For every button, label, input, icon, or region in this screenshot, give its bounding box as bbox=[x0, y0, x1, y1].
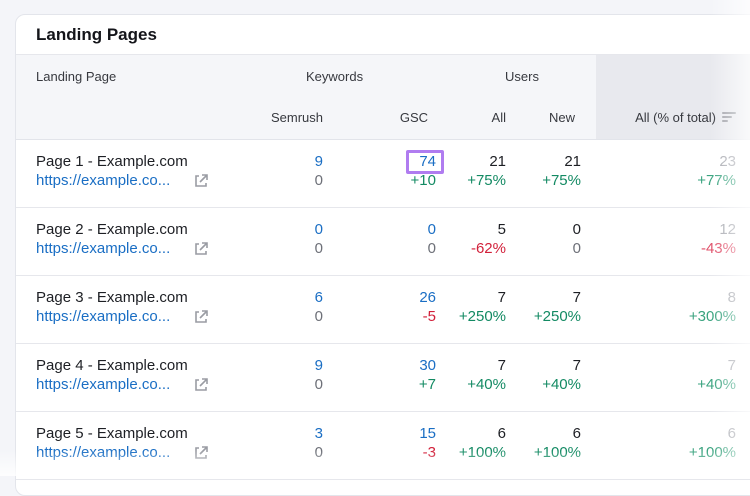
gsc-value[interactable]: 30 bbox=[419, 357, 436, 374]
users-new-delta: +100% bbox=[533, 444, 581, 461]
page-name: Page 1 - Example.com bbox=[36, 153, 188, 170]
table-row[interactable]: Page 1 - Example.com https://example.co.… bbox=[16, 139, 750, 208]
table-row[interactable]: Page 5 - Example.com https://example.co.… bbox=[16, 411, 750, 480]
users-all-value: 7 bbox=[497, 289, 506, 306]
users-new-delta: 0 bbox=[572, 240, 581, 257]
gsc-value[interactable]: 0 bbox=[427, 221, 436, 238]
header-users-new[interactable]: New bbox=[548, 110, 575, 125]
gsc-value[interactable]: 74 bbox=[419, 153, 436, 170]
page-url-link[interactable]: https://example.co... bbox=[36, 240, 171, 257]
header-semrush[interactable]: Semrush bbox=[270, 110, 323, 125]
page-url-link[interactable]: https://example.co... bbox=[36, 172, 171, 189]
page-url-link[interactable]: https://example.co... bbox=[36, 444, 171, 461]
page-url-link[interactable]: https://example.co... bbox=[36, 308, 171, 325]
table-row[interactable]: Page 3 - Example.com https://example.co.… bbox=[16, 275, 750, 344]
gsc-value[interactable]: 15 bbox=[419, 425, 436, 442]
gsc-delta: -5 bbox=[422, 308, 436, 325]
gsc-value[interactable]: 26 bbox=[419, 289, 436, 306]
pct-total-delta: +40% bbox=[697, 376, 736, 393]
users-all-delta: -62% bbox=[470, 240, 506, 257]
users-all-delta: +40% bbox=[467, 376, 506, 393]
users-new-value: 7 bbox=[572, 289, 581, 306]
semrush-delta: 0 bbox=[314, 308, 323, 325]
users-all-value: 21 bbox=[489, 153, 506, 170]
users-new-delta: +250% bbox=[533, 308, 581, 325]
users-all-delta: +75% bbox=[467, 172, 506, 189]
users-new-value: 0 bbox=[572, 221, 581, 238]
page-url-link[interactable]: https://example.co... bbox=[36, 376, 171, 393]
card-title: Landing Pages bbox=[36, 25, 157, 44]
sorted-column-bg bbox=[596, 55, 750, 139]
users-all-delta: +250% bbox=[458, 308, 506, 325]
pct-total-delta: -43% bbox=[700, 240, 736, 257]
pct-total-value: 7 bbox=[727, 357, 736, 374]
header-users-group: Users bbox=[505, 69, 539, 84]
external-link-icon[interactable] bbox=[193, 377, 209, 393]
header-keywords-group: Keywords bbox=[306, 69, 364, 84]
semrush-value[interactable]: 3 bbox=[314, 425, 323, 442]
pct-total-delta: +300% bbox=[688, 308, 736, 325]
users-new-delta: +75% bbox=[542, 172, 581, 189]
gsc-delta: -3 bbox=[422, 444, 436, 461]
semrush-value[interactable]: 0 bbox=[314, 221, 323, 238]
external-link-icon[interactable] bbox=[193, 445, 209, 461]
page-name: Page 3 - Example.com bbox=[36, 289, 188, 306]
users-new-value: 7 bbox=[572, 357, 581, 374]
semrush-delta: 0 bbox=[314, 240, 323, 257]
table-header: Landing Page Keywords Users Semrush GSC … bbox=[16, 54, 750, 140]
semrush-delta: 0 bbox=[314, 444, 323, 461]
gsc-delta: 0 bbox=[427, 240, 436, 257]
table-row[interactable]: Page 4 - Example.com https://example.co.… bbox=[16, 343, 750, 412]
users-all-value: 7 bbox=[497, 357, 506, 374]
pct-total-value: 6 bbox=[727, 425, 736, 442]
pct-total-value: 8 bbox=[727, 289, 736, 306]
gsc-delta: +10 bbox=[410, 172, 436, 189]
users-all-value: 5 bbox=[497, 221, 506, 238]
semrush-value[interactable]: 9 bbox=[314, 357, 323, 374]
sort-icon[interactable] bbox=[722, 112, 736, 122]
external-link-icon[interactable] bbox=[193, 241, 209, 257]
semrush-delta: 0 bbox=[314, 172, 323, 189]
users-all-value: 6 bbox=[497, 425, 506, 442]
users-all-delta: +100% bbox=[458, 444, 506, 461]
pct-total-value: 23 bbox=[719, 153, 736, 170]
users-new-value: 6 bbox=[572, 425, 581, 442]
users-new-value: 21 bbox=[564, 153, 581, 170]
semrush-delta: 0 bbox=[314, 376, 323, 393]
table-row[interactable]: Page 2 - Example.com https://example.co.… bbox=[16, 207, 750, 276]
gsc-delta: +7 bbox=[418, 376, 436, 393]
semrush-value[interactable]: 9 bbox=[314, 153, 323, 170]
pct-total-delta: +77% bbox=[697, 172, 736, 189]
page-name: Page 5 - Example.com bbox=[36, 425, 188, 442]
page-name: Page 2 - Example.com bbox=[36, 221, 188, 238]
highlight-box bbox=[406, 150, 444, 174]
header-gsc[interactable]: GSC bbox=[399, 110, 428, 125]
page-name: Page 4 - Example.com bbox=[36, 357, 188, 374]
external-link-icon[interactable] bbox=[193, 173, 209, 189]
pct-total-delta: +100% bbox=[688, 444, 736, 461]
external-link-icon[interactable] bbox=[193, 309, 209, 325]
semrush-value[interactable]: 6 bbox=[314, 289, 323, 306]
header-all-pct-total[interactable]: All (% of total) bbox=[635, 110, 716, 125]
landing-pages-card: Landing Pages Landing Page Keywords User… bbox=[15, 14, 750, 496]
header-landing-page[interactable]: Landing Page bbox=[36, 69, 117, 84]
users-new-delta: +40% bbox=[542, 376, 581, 393]
pct-total-value: 12 bbox=[719, 221, 736, 238]
header-users-all[interactable]: All bbox=[491, 110, 506, 125]
